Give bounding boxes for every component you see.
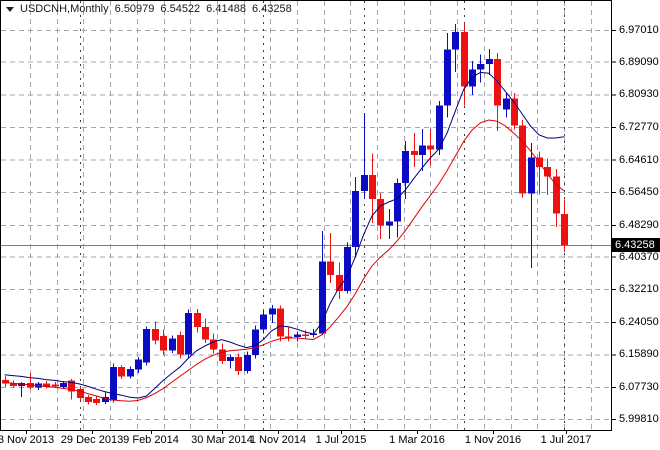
candle-body bbox=[152, 328, 159, 341]
candle-body bbox=[402, 151, 409, 184]
candle-body bbox=[386, 221, 393, 226]
candle-body bbox=[60, 382, 67, 387]
candle-body bbox=[110, 367, 117, 401]
candle-body bbox=[411, 151, 418, 156]
plot-border bbox=[0, 0, 612, 431]
candle-body bbox=[210, 339, 217, 350]
candle-body bbox=[427, 145, 434, 150]
candle-body bbox=[77, 388, 84, 399]
candle-body bbox=[102, 396, 109, 403]
candle-body bbox=[185, 312, 192, 355]
candle-body bbox=[285, 336, 292, 338]
candle-body bbox=[377, 199, 384, 226]
candle-body bbox=[260, 314, 267, 330]
candle-body bbox=[160, 336, 167, 351]
candle-body bbox=[352, 191, 359, 248]
candle-body bbox=[461, 32, 468, 87]
candle-body bbox=[336, 275, 343, 292]
candle-body bbox=[419, 145, 426, 156]
candle-body bbox=[528, 157, 535, 194]
candle-body bbox=[194, 312, 201, 328]
candle-body bbox=[252, 329, 259, 356]
candle-body bbox=[477, 64, 484, 70]
candle-body bbox=[369, 175, 376, 200]
candle-body bbox=[344, 247, 351, 292]
candle-body bbox=[294, 334, 301, 338]
candle-body bbox=[269, 308, 276, 315]
candle-body bbox=[444, 49, 451, 106]
candle-body bbox=[219, 349, 226, 362]
candle-body bbox=[227, 357, 234, 362]
candle-body bbox=[43, 383, 50, 388]
candle-body bbox=[519, 125, 526, 194]
candle-body bbox=[319, 261, 326, 334]
candle-body bbox=[436, 105, 443, 150]
candle-body bbox=[277, 308, 284, 337]
candle-body bbox=[561, 214, 568, 246]
candle-body bbox=[486, 59, 493, 65]
candle-body bbox=[235, 357, 242, 372]
candle-body bbox=[52, 384, 59, 387]
candle-body bbox=[544, 167, 551, 177]
candle-body bbox=[553, 176, 560, 214]
candle-body bbox=[85, 397, 92, 403]
candle-body bbox=[361, 175, 368, 192]
candle-body bbox=[452, 32, 459, 50]
candle-body bbox=[244, 355, 251, 372]
candle-body bbox=[2, 380, 9, 384]
candle-body bbox=[143, 328, 150, 363]
candle-body bbox=[177, 335, 184, 355]
candle-body bbox=[169, 338, 176, 351]
ma-fast-line bbox=[4, 71, 564, 399]
candle-body bbox=[118, 367, 125, 377]
candle-body bbox=[10, 383, 17, 387]
candle-body bbox=[302, 334, 309, 336]
ma-slow-line bbox=[4, 119, 565, 402]
candle-body bbox=[135, 359, 142, 370]
candle-body bbox=[202, 327, 209, 340]
candle-body bbox=[93, 398, 100, 404]
candle-body bbox=[127, 368, 134, 377]
candle-body bbox=[394, 183, 401, 222]
candle-body bbox=[68, 380, 75, 392]
candle-body bbox=[327, 261, 334, 276]
candle-body bbox=[503, 98, 510, 110]
candle-body bbox=[511, 98, 518, 126]
candle-body bbox=[469, 69, 476, 87]
